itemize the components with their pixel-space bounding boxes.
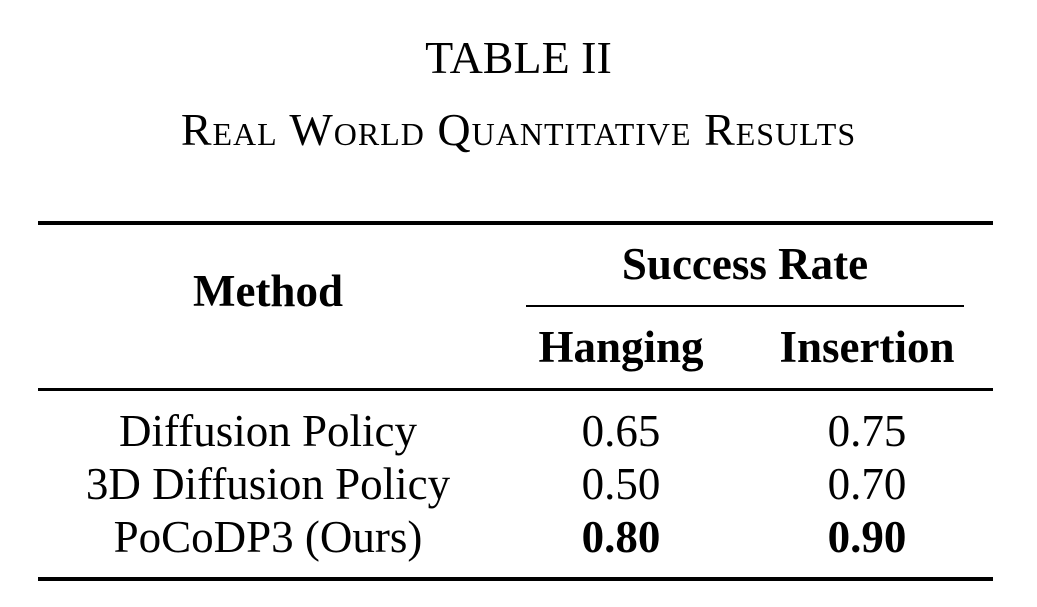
header-insertion: Insertion — [779, 322, 955, 372]
row-insertion-value: 0.75 — [827, 406, 907, 456]
row-hanging-value: 0.65 — [581, 406, 661, 456]
header-rule — [38, 388, 993, 391]
row-method: PoCoDP3 (Ours) — [113, 512, 423, 562]
row-insertion-value-best: 0.90 — [827, 512, 907, 562]
row-method: Diffusion Policy — [119, 406, 417, 456]
table-caption-label: TABLE II — [425, 32, 612, 83]
row-hanging-value: 0.50 — [581, 459, 661, 509]
row-hanging-value-best: 0.80 — [581, 512, 661, 562]
table-caption-title: Real World Quantitative Results — [180, 104, 857, 155]
row-method: 3D Diffusion Policy — [85, 459, 451, 509]
group-rule — [526, 305, 964, 307]
row-insertion-value: 0.70 — [827, 459, 907, 509]
header-method: Method — [193, 266, 343, 316]
top-rule — [38, 221, 993, 225]
bottom-rule — [38, 577, 993, 581]
header-success-rate: Success Rate — [621, 239, 869, 289]
header-hanging: Hanging — [538, 322, 704, 372]
